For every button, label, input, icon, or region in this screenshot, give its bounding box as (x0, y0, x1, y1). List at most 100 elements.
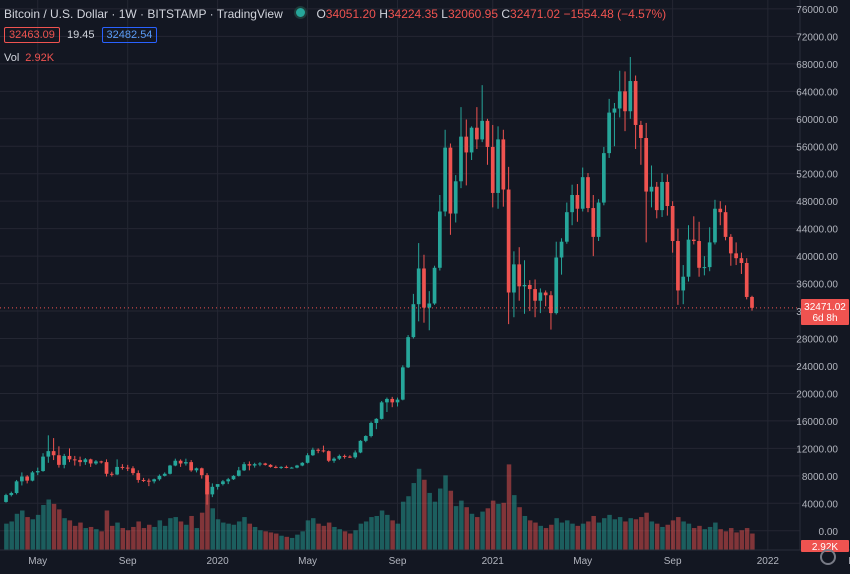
price-axis[interactable] (800, 0, 850, 569)
volume-bar (115, 522, 120, 550)
volume-bar (432, 501, 438, 550)
volume-bar (549, 524, 554, 550)
volume-bar (141, 528, 147, 550)
volume-bar (744, 528, 750, 550)
candle-body (697, 241, 701, 268)
candle-body (602, 153, 606, 203)
volume-bar (607, 514, 612, 550)
candle-body (72, 459, 77, 461)
candle-body (273, 466, 278, 468)
time-tick-label: 2022 (757, 556, 780, 567)
time-tick-label: 2020 (207, 556, 230, 567)
volume-bar (681, 521, 686, 550)
volume-bar (326, 522, 332, 550)
candle-body (173, 460, 178, 466)
volume-bar (443, 475, 448, 550)
candle-body (607, 112, 612, 154)
candle-body (739, 258, 744, 263)
volume-bar (189, 515, 194, 550)
volume-bar (475, 517, 480, 550)
volume-badge: 2.92K (801, 540, 849, 553)
volume-bar (596, 522, 602, 550)
sell-price-button[interactable]: 32463.09 (4, 27, 60, 43)
candle-body (57, 455, 61, 465)
candle-body (67, 455, 72, 460)
candle-body (221, 481, 225, 485)
time-tick-label: 2021 (482, 556, 505, 567)
volume-bar (623, 521, 628, 550)
candle-body (612, 108, 617, 113)
volume-bar (517, 507, 522, 550)
candle-body (141, 479, 146, 481)
candle-body (490, 146, 495, 193)
candle-body (702, 267, 707, 269)
volume-bar (406, 496, 411, 550)
volume-bar (242, 517, 247, 550)
volume-bar (136, 521, 141, 550)
price-tick-label: 60000.00 (796, 115, 838, 126)
volume-bar (99, 531, 104, 550)
candle-body (168, 465, 172, 474)
time-tick-label: May (848, 556, 850, 567)
price-tick-label: 24000.00 (796, 362, 838, 373)
candle-body (321, 450, 326, 452)
candle-body (580, 177, 585, 209)
gear-icon[interactable] (820, 549, 836, 565)
volume-bar (284, 536, 290, 550)
volume-bar (369, 517, 374, 550)
volume-bar (448, 490, 454, 550)
volume-bar (4, 523, 9, 550)
volume-bar (221, 522, 226, 550)
volume-bar (728, 528, 734, 550)
candle-body (342, 455, 347, 457)
candle-body (517, 264, 522, 287)
time-axis[interactable] (0, 550, 850, 569)
candle-body (205, 475, 209, 495)
bar-countdown: 6d 8h (812, 313, 837, 324)
volume-label[interactable]: Vol (4, 52, 20, 64)
volume-bar (236, 521, 242, 550)
candle-body (623, 91, 627, 112)
volume-bar (300, 531, 305, 550)
buy-price-button[interactable]: 32482.54 (101, 27, 158, 43)
volume-bar (522, 515, 528, 550)
volume-bar (358, 523, 364, 550)
candle-body (99, 461, 104, 463)
volume-bar (35, 514, 41, 550)
candle-body (459, 136, 463, 182)
candle-body (379, 402, 384, 419)
volume-bar (321, 525, 327, 550)
price-tick-label: 68000.00 (796, 60, 838, 71)
volume-bar (342, 531, 348, 550)
volume-bar (570, 523, 575, 550)
candle-body (533, 289, 537, 301)
candle-body (146, 480, 151, 482)
candle-body (30, 472, 35, 481)
time-tick-label: Sep (119, 556, 137, 567)
symbol-title[interactable]: Bitcoin / U.S. Dollar · 1W · BITSTAMP · … (4, 7, 283, 21)
market-status-icon (294, 6, 308, 19)
volume-bar (279, 535, 284, 550)
candle-body (734, 253, 738, 259)
chart-legend: Bitcoin / U.S. Dollar · 1W · BITSTAMP · … (4, 6, 666, 21)
volume-bar (184, 524, 189, 550)
last-price-value: 32471.02 (804, 302, 846, 313)
candle-body (549, 295, 553, 314)
volume-bar (453, 506, 459, 550)
candle-body (35, 471, 40, 473)
candle-body (215, 484, 220, 487)
volume-bar (295, 534, 300, 550)
candle-body (348, 456, 352, 458)
volume-bar (602, 518, 607, 550)
volume-bar (422, 479, 427, 550)
candle-body (395, 399, 400, 403)
candle-body (686, 239, 691, 277)
price-tick-label: 40000.00 (796, 252, 838, 263)
volume-bar (194, 528, 200, 550)
volume-bar (62, 518, 67, 550)
volume-bar (459, 500, 464, 550)
candle-body (649, 186, 654, 192)
candle-body (337, 455, 342, 459)
